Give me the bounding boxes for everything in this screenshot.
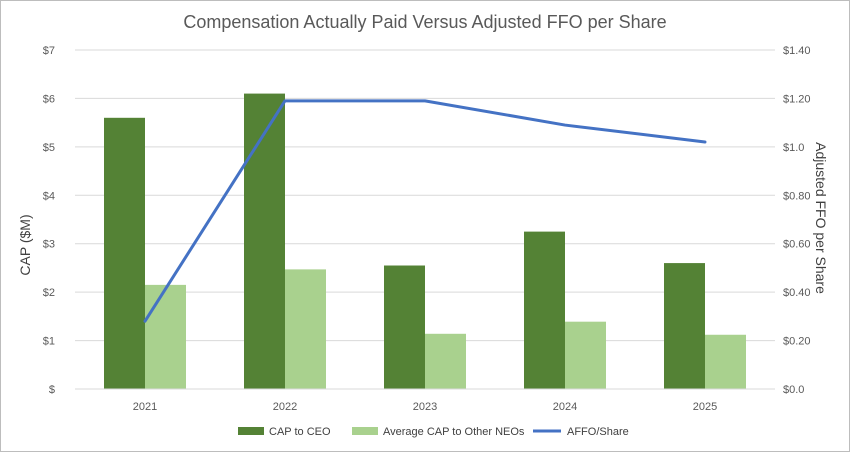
bar-cap-to-ceo [664,263,705,389]
bar-cap-to-ceo [524,232,565,389]
y-tick-label: $6 [43,93,55,105]
y2-tick-label: $0.20 [783,336,811,348]
legend-item-cap-to-ceo: CAP to CEO [238,426,331,438]
legend-item-average-cap-other-neos: Average CAP to Other NEOs [352,426,525,438]
y2-tick-label: $0.40 [783,287,811,299]
bar-average-cap-other-neos [565,322,606,389]
legend-label: Average CAP to Other NEOs [383,426,525,438]
y2-tick-label: $0.0 [783,384,804,396]
x-axis-ticks: 2021 2022 2023 2024 2025 [133,401,717,413]
x-tick-label: 2025 [693,401,717,413]
y2-tick-label: $1.40 [783,45,811,57]
bars [104,94,746,389]
y-tick-label: $5 [43,142,55,154]
y2-axis-title: Adjusted FFO per Share [813,142,829,294]
y2-tick-label: $1.20 [783,93,811,105]
bar-average-cap-other-neos [145,285,186,389]
x-tick-label: 2021 [133,401,157,413]
bar-average-cap-other-neos [285,269,326,389]
x-tick-label: 2024 [553,401,577,413]
y-tick-label: $ [49,384,55,396]
y-tick-label: $4 [43,190,55,202]
bar-cap-to-ceo [244,94,285,389]
legend-label: AFFO/Share [567,426,629,438]
y-axis-title: CAP ($M) [17,214,33,275]
x-tick-label: 2022 [273,401,297,413]
y-tick-label: $7 [43,45,55,57]
y-tick-label: $2 [43,287,55,299]
bar-cap-to-ceo [104,118,145,389]
y-tick-label: $3 [43,239,55,251]
x-tick-label: 2023 [413,401,437,413]
legend: CAP to CEO Average CAP to Other NEOs AFFO/… [238,426,629,438]
legend-swatch [352,427,378,435]
y2-tick-label: $0.60 [783,239,811,251]
right-axis-ticks: $0.0 $0.20 $0.40 $0.60 $0.80 $1.0 $1.20 $1.40 [783,45,811,396]
chart-title: Compensation Actually Paid Versus Adjust… [183,12,666,32]
y-tick-label: $1 [43,336,55,348]
bar-average-cap-other-neos [705,335,746,389]
legend-label: CAP to CEO [269,426,331,438]
legend-swatch [238,427,264,435]
y2-tick-label: $1.0 [783,142,804,154]
y2-tick-label: $0.80 [783,190,811,202]
legend-item-affo-per-share: AFFO/Share [533,426,629,438]
bar-cap-to-ceo [384,266,425,389]
bar-average-cap-other-neos [425,334,466,389]
left-axis-ticks: $ $1 $2 $3 $4 $5 $6 $7 [43,45,55,396]
